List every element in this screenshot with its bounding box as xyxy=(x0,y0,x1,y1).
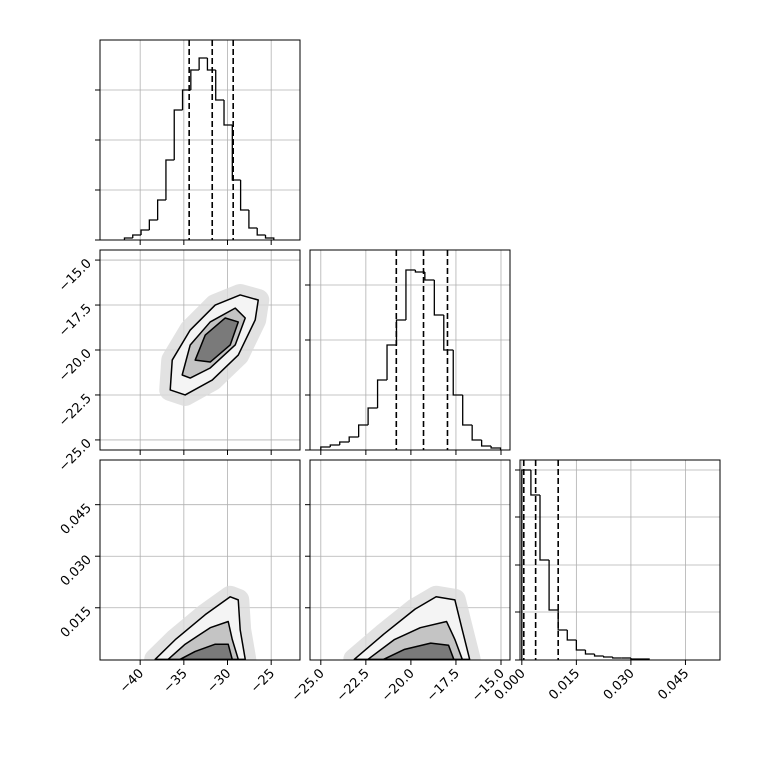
histogram-step xyxy=(566,630,577,641)
histogram-step xyxy=(424,272,435,281)
panel: −40 −35 −30 −25 0.015 0.030 0.045 xyxy=(58,459,301,696)
x-tick-label: −17.5 xyxy=(424,666,463,705)
panel: −25.0−22.5−20.0−17.5−15.0 xyxy=(289,459,511,705)
histogram-step xyxy=(539,495,550,561)
histogram-step xyxy=(181,89,191,110)
histogram-step xyxy=(231,125,241,181)
y-tick-label: 0.030 xyxy=(58,552,95,589)
histogram-step xyxy=(367,407,378,425)
histogram-step xyxy=(329,444,340,447)
histogram-step xyxy=(190,69,200,90)
y-tick-label: −20.0 xyxy=(56,346,95,385)
panel: 0.000 0.015 0.030 0.045 xyxy=(492,459,721,703)
contour xyxy=(382,642,455,660)
histogram-step xyxy=(443,315,454,351)
histogram-step xyxy=(239,180,249,211)
plot-area xyxy=(520,460,720,660)
histogram-step xyxy=(548,560,559,611)
histogram-step xyxy=(395,319,406,345)
x-tick-label: 0.045 xyxy=(655,666,692,703)
y-tick-label: 0.015 xyxy=(58,604,95,641)
histogram-step xyxy=(490,446,502,450)
contour xyxy=(194,317,240,363)
histogram-step xyxy=(414,270,425,273)
y-tick-label: −15.0 xyxy=(56,256,95,295)
histogram-step xyxy=(256,228,266,236)
histogram-step xyxy=(471,425,482,441)
x-tick-label: −25 xyxy=(248,666,278,696)
histogram-step xyxy=(530,470,540,496)
plot-area xyxy=(100,40,300,240)
histogram-step xyxy=(433,280,444,316)
histogram-step xyxy=(215,70,225,101)
x-tick-label: −30 xyxy=(204,666,234,696)
panel xyxy=(95,39,301,245)
x-tick-label: −40 xyxy=(117,666,147,696)
histogram-step xyxy=(223,100,233,126)
panel-frame xyxy=(309,249,511,451)
histogram-step xyxy=(376,379,388,408)
panel-frame xyxy=(99,39,301,241)
panel-frame xyxy=(309,459,511,661)
histogram-step xyxy=(452,350,463,396)
histogram-step xyxy=(575,640,586,651)
x-tick-label: −35 xyxy=(161,666,191,696)
histogram-step xyxy=(386,344,397,380)
histogram-step xyxy=(405,269,416,320)
y-tick-label: −25.0 xyxy=(56,436,95,475)
histogram-step xyxy=(602,656,613,658)
x-tick-label: −25.0 xyxy=(289,666,328,705)
y-tick-label: 0.045 xyxy=(58,501,95,538)
plot-area xyxy=(310,250,510,450)
histogram-step xyxy=(557,610,568,631)
histogram-step xyxy=(348,436,359,442)
plot-area xyxy=(100,250,300,450)
contour xyxy=(179,643,233,660)
histogram-step xyxy=(612,657,622,659)
panel-frame xyxy=(519,459,721,661)
histogram-step xyxy=(593,654,604,657)
histogram-step xyxy=(357,424,369,437)
y-tick-label: −22.5 xyxy=(56,391,95,430)
histogram-step xyxy=(198,57,208,70)
histogram-step xyxy=(584,650,595,655)
histogram-step xyxy=(140,229,150,235)
y-tick-label: −17.5 xyxy=(56,301,95,340)
histogram-step xyxy=(630,658,640,660)
plot-area xyxy=(100,460,300,660)
histogram-step xyxy=(521,469,531,660)
histogram-step xyxy=(264,235,275,240)
histogram-step xyxy=(165,159,175,200)
histogram-step xyxy=(480,440,492,447)
histogram-step xyxy=(156,199,166,220)
histogram-step xyxy=(173,109,183,160)
plot-area xyxy=(310,460,510,660)
histogram-step xyxy=(132,234,142,238)
histogram-step xyxy=(148,219,158,230)
histogram-step xyxy=(339,441,350,445)
histogram-step xyxy=(248,210,258,229)
x-tick-label: 0.015 xyxy=(546,666,583,703)
x-tick-label: −20.0 xyxy=(379,666,418,705)
panel xyxy=(305,249,511,455)
panel: −25.0 −22.5 −20.0 −17.5 −15.0 xyxy=(56,249,301,475)
x-tick-label: −22.5 xyxy=(334,666,373,705)
histogram-step xyxy=(123,237,133,240)
panel-frame xyxy=(99,249,301,451)
histogram-step xyxy=(320,446,331,450)
histogram-step xyxy=(462,395,473,426)
panel-frame xyxy=(99,459,301,661)
x-tick-label: 0.030 xyxy=(601,666,638,703)
